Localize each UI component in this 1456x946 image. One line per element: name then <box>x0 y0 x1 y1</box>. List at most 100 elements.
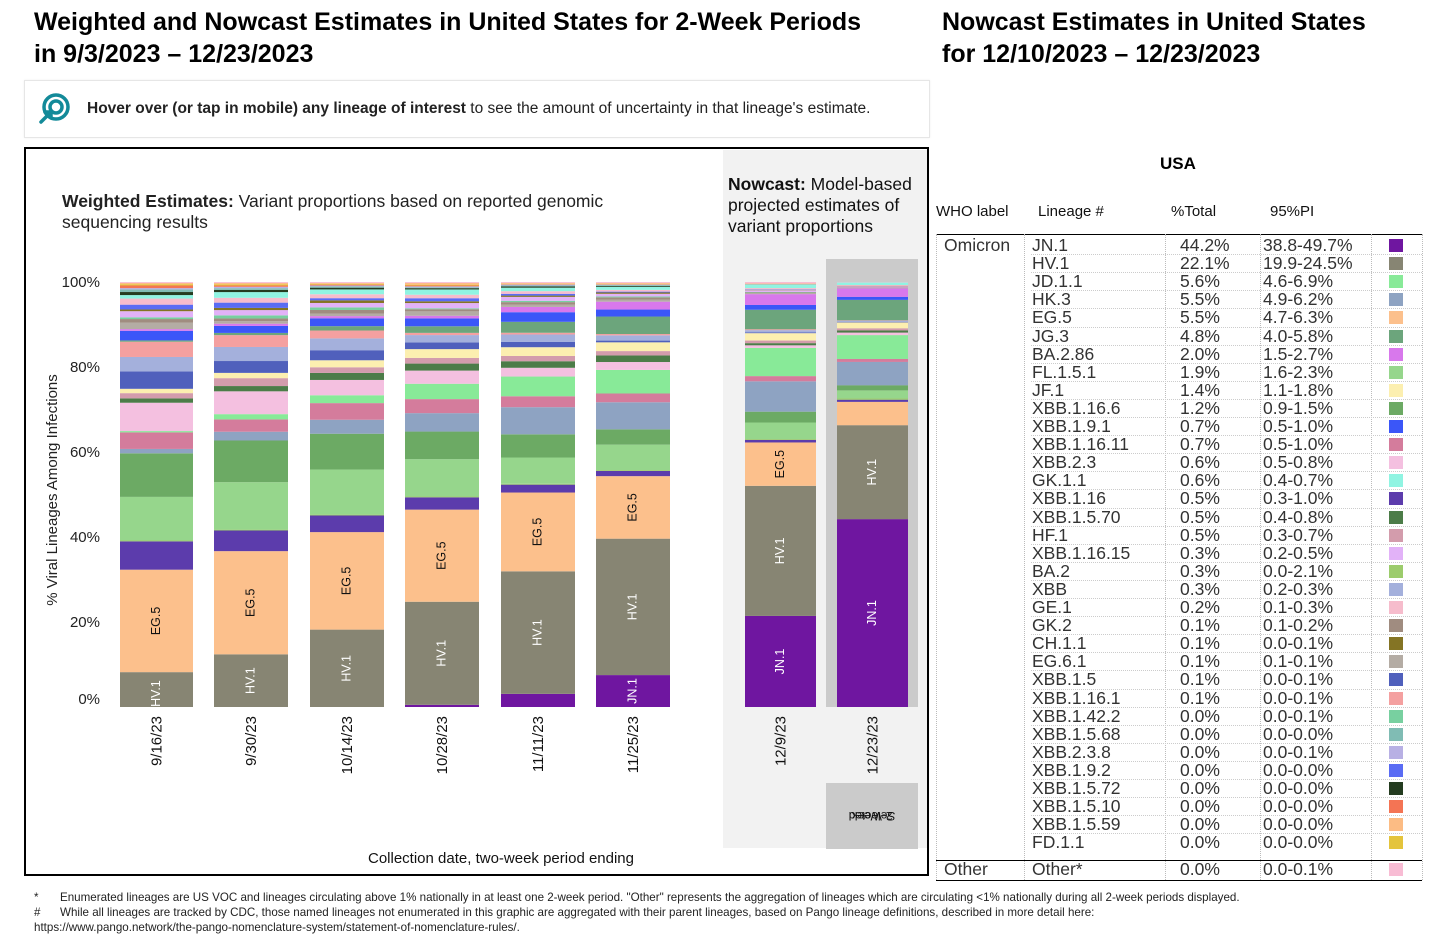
bar-segment-JN.1[interactable] <box>501 693 575 707</box>
bar-segment-FL.1.5.1[interactable] <box>310 469 384 515</box>
bar-segment-Other[interactable] <box>310 282 384 283</box>
bar-segment-EG.6.1[interactable] <box>596 299 670 302</box>
bar-segment-XBB.2.3.8[interactable] <box>405 286 479 288</box>
bar-segment-XBB.1.16.1[interactable] <box>310 330 384 339</box>
bar-segment-Other[interactable] <box>501 282 575 283</box>
bar-segment-XBB.1.5.72[interactable] <box>310 287 384 290</box>
table-row[interactable]: JG.3 4.8% 4.0-5.8% <box>936 327 1422 345</box>
bar-segment-XBB.1.5.70[interactable] <box>501 361 575 368</box>
bar-segment-HK.3[interactable] <box>405 413 479 432</box>
bar-segment-GE.1[interactable] <box>214 297 288 303</box>
table-row[interactable]: JF.1 1.4% 1.1-1.8% <box>936 381 1422 399</box>
table-row[interactable]: Other Other* 0.0% 0.0-0.1% <box>936 860 1422 878</box>
bar-segment-HV.1[interactable] <box>596 538 670 676</box>
table-row[interactable]: FD.1.1 0.0% 0.0-0.0% <box>936 833 1422 851</box>
bar-segment-FL.1.5.1[interactable] <box>214 482 288 530</box>
bar-segment-XBB[interactable] <box>405 335 479 343</box>
bar-segment-Other[interactable] <box>214 282 288 283</box>
bar-segment-EG.5[interactable] <box>120 569 193 673</box>
bar-segment-XBB.1.42.2[interactable] <box>596 296 670 298</box>
bar-segment-BA.2.86[interactable] <box>120 329 193 331</box>
bar-segment-BA.2.86[interactable] <box>501 306 575 313</box>
bar-segment-JN.1[interactable] <box>596 675 670 707</box>
table-row[interactable]: EG.6.1 0.1% 0.1-0.1% <box>936 652 1422 670</box>
bar-segment-JF.1[interactable] <box>596 342 670 352</box>
bar-segment-GK.1.1[interactable] <box>596 286 670 290</box>
table-row[interactable]: XBB.1.5.70 0.5% 0.4-0.8% <box>936 508 1422 526</box>
bar-segment-JG.3[interactable] <box>214 332 288 336</box>
bar-segment-XBB.1.16.15[interactable] <box>596 293 670 297</box>
bar-segment-XBB.1.16.1[interactable] <box>745 329 816 331</box>
bar-segment-XBB.1.42.2[interactable] <box>405 308 479 310</box>
bar-segment-FD.1.1[interactable] <box>405 284 479 286</box>
bar-segment-JD.1.1[interactable] <box>405 383 479 400</box>
bar-segment-XBB.2.3.8[interactable] <box>501 284 575 286</box>
bar-segment-XBB[interactable] <box>501 334 575 342</box>
bar-segment-BA.2[interactable] <box>596 470 670 471</box>
bar-segment-GK.1.1[interactable] <box>310 289 384 295</box>
bar-segment-XBB.1.5[interactable] <box>310 350 384 361</box>
bar-segment-FD.1.1[interactable] <box>214 284 288 286</box>
table-row[interactable]: BA.2 0.3% 0.0-2.1% <box>936 562 1422 580</box>
bar-segment-XBB.1.16[interactable] <box>214 530 288 552</box>
bar-segment-GK.1.1[interactable] <box>405 289 479 295</box>
bar-segment-XBB.1.16.1[interactable] <box>596 334 670 336</box>
bar-segment-JF.1[interactable] <box>310 360 384 368</box>
bar-segment-XBB.1.42.2[interactable] <box>214 315 288 319</box>
bar-segment-XBB.1.16.6[interactable] <box>596 429 670 445</box>
table-row[interactable]: XBB.1.5.72 0.0% 0.0-0.0% <box>936 779 1422 797</box>
bar-segment-BA.2[interactable] <box>745 438 816 440</box>
bar-segment-GK.1.1[interactable] <box>214 292 288 298</box>
bar-segment-BA.2[interactable] <box>405 496 479 498</box>
bar-segment-JD.1.1[interactable] <box>596 369 670 394</box>
bar-segment-XBB.1.5[interactable] <box>214 361 288 373</box>
bar-segment-HV.1[interactable] <box>501 571 575 694</box>
bar-segment-HV.1[interactable] <box>214 654 288 707</box>
table-row[interactable]: HK.3 5.5% 4.9-6.2% <box>936 290 1422 308</box>
bar-segment-HF.1[interactable] <box>596 351 670 356</box>
bar-9/16/23[interactable] <box>120 282 193 707</box>
bar-segment-HK.3[interactable] <box>214 431 288 441</box>
bar-segment-GE.1[interactable] <box>501 291 575 294</box>
bar-segment-GE.1[interactable] <box>405 294 479 299</box>
bar-segment-XBB.1.16.15[interactable] <box>120 311 193 318</box>
bar-segment-GK.2[interactable] <box>405 309 479 312</box>
bar-segment-GK.1.1[interactable] <box>120 295 193 299</box>
bar-segment-HK.3[interactable] <box>310 419 384 434</box>
bar-segment-FD.1.1[interactable] <box>120 284 193 286</box>
bar-segment-EG.6.1[interactable] <box>501 304 575 307</box>
bar-segment-FL.1.5.1[interactable] <box>596 444 670 471</box>
footnote-link[interactable]: https://www.pango.network/the-pango-nome… <box>34 920 1434 935</box>
bar-segment-XBB.1.9.1[interactable] <box>214 325 288 333</box>
bar-segment-JD.1.1[interactable] <box>214 414 288 420</box>
bar-segment-XBB.1.16.6[interactable] <box>405 431 479 460</box>
bar-segment-BA.2.86[interactable] <box>405 315 479 319</box>
table-row[interactable]: XBB.1.16.15 0.3% 0.2-0.5% <box>936 544 1422 562</box>
bar-segment-XBB.1.5.59[interactable] <box>501 282 575 284</box>
bar-segment-XBB.1.5.59[interactable] <box>310 282 384 284</box>
bar-segment-HF.1[interactable] <box>120 393 193 399</box>
bar-segment-XBB.1.16[interactable] <box>837 399 908 402</box>
bar-segment-XBB.1.5.59[interactable] <box>214 282 288 285</box>
table-row[interactable]: XBB.1.16 0.5% 0.3-1.0% <box>936 489 1422 507</box>
bar-segment-CH.1.1[interactable] <box>596 292 670 294</box>
bar-segment-JD.1.1[interactable] <box>310 395 384 404</box>
bar-segment-JG.3[interactable] <box>405 326 479 333</box>
bar-segment-XBB.1.5[interactable] <box>501 341 575 348</box>
bar-segment-EG.6.1[interactable] <box>405 311 479 316</box>
bar-segment-XBB.1.5[interactable] <box>405 342 479 350</box>
bar-segment-CH.1.1[interactable] <box>310 300 384 303</box>
table-row[interactable]: XBB.1.9.1 0.7% 0.5-1.0% <box>936 417 1422 435</box>
bar-segment-XBB.1.9.2[interactable] <box>596 291 670 293</box>
bar-segment-HV.1[interactable] <box>120 672 193 707</box>
bar-segment-XBB[interactable] <box>120 356 193 372</box>
bar-segment-XBB.1.16.15[interactable] <box>745 290 816 292</box>
bar-segment-Other[interactable] <box>596 282 670 283</box>
table-row[interactable]: XBB.1.5.10 0.0% 0.0-0.0% <box>936 797 1422 815</box>
bar-segment-HK.3[interactable] <box>745 381 816 412</box>
table-row[interactable]: XBB.1.5.59 0.0% 0.0-0.0% <box>936 815 1422 833</box>
bar-9/30/23[interactable] <box>214 282 288 707</box>
bar-segment-FD.1.1[interactable] <box>310 283 384 285</box>
table-row[interactable]: Omicron JN.1 44.2% 38.8-49.7% <box>936 236 1422 254</box>
bar-segment-JD.1.1[interactable] <box>501 376 575 397</box>
